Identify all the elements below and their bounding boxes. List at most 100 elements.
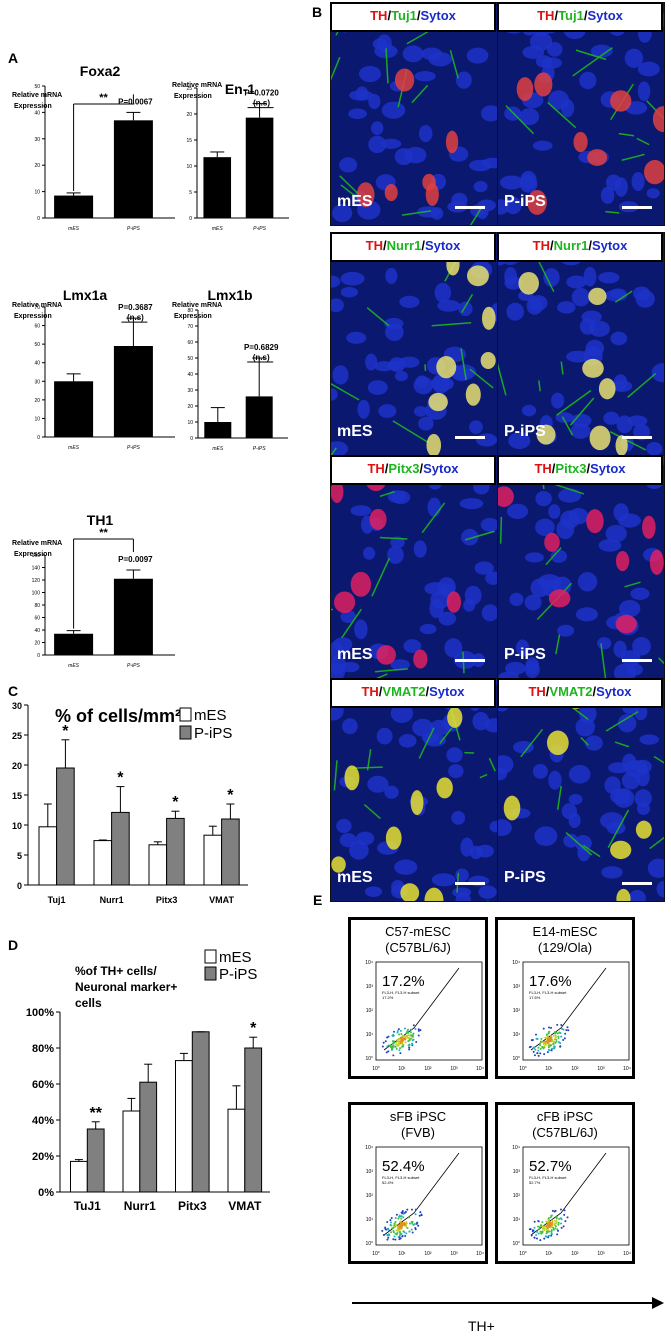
x-tick-label: 10² — [571, 1066, 579, 1072]
cell-body — [350, 571, 372, 597]
event-dot — [533, 1236, 536, 1239]
nucleus — [548, 770, 562, 790]
strain-name: (C57BL/6J) — [532, 1125, 598, 1140]
event-dot — [390, 1221, 393, 1224]
nucleus — [628, 889, 646, 901]
cell-body — [436, 777, 453, 799]
event-dot — [393, 1235, 396, 1238]
y-tick-label: 15 — [12, 791, 22, 801]
y-tick-label: 10² — [366, 1008, 374, 1014]
bar-p-ips — [245, 117, 274, 218]
nucleus — [651, 363, 664, 383]
scale-bar — [455, 882, 485, 885]
chart-title: TH1 — [87, 512, 114, 528]
neurite — [556, 389, 592, 416]
cell-line-label: P-iPS — [504, 646, 546, 663]
flow-plot-c57-mesc: C57-mESC (C57BL/6J) 10° 10° 10¹ 10¹ 10² 10² 10³ 1… — [348, 917, 488, 1079]
event-dot — [533, 1220, 536, 1223]
y-tick-label: 10² — [513, 1193, 521, 1199]
chart-d: 0% 20% 40% 60% 80% 100% %of TH+ cells/Neuronal… — [26, 949, 270, 1213]
nucleus — [579, 318, 596, 335]
nucleus — [499, 175, 524, 190]
legend-label: mES — [219, 949, 252, 966]
gate-subset-value: 52.7% — [529, 1180, 541, 1185]
y-tick-label: 0 — [17, 881, 22, 891]
flow-scatter: 10° 10° 10¹ 10¹ 10² 10² 10³ 10³ 10⁴ 10⁴ 17.6%FL3-H… — [512, 960, 631, 1072]
nucleus — [339, 833, 357, 848]
event-dot — [537, 1046, 540, 1049]
y-tick-label: 40% — [32, 1115, 54, 1127]
cell-body — [518, 271, 539, 295]
nucleus — [387, 360, 402, 371]
scale-bar — [622, 206, 652, 209]
nucleus — [331, 298, 344, 313]
nucleus — [485, 571, 497, 585]
significance-stars: ** — [99, 527, 108, 539]
nucleus — [342, 718, 358, 735]
nucleus — [507, 503, 529, 519]
event-dot — [409, 1028, 412, 1031]
event-dot — [416, 1221, 419, 1224]
category-label: TuJ1 — [74, 1199, 101, 1213]
event-dot — [535, 1237, 538, 1240]
y-tick-label: 20 — [34, 641, 40, 647]
event-dot — [555, 1031, 558, 1034]
nucleus — [452, 887, 472, 898]
cell-body — [481, 306, 496, 330]
event-dot — [414, 1027, 417, 1030]
event-dot — [408, 1034, 411, 1037]
neurite — [560, 361, 564, 375]
panel-letter-b: B — [312, 4, 323, 20]
bar-mes — [204, 422, 232, 438]
event-dot — [414, 1228, 417, 1231]
micrograph-tuj1-mes: mES — [330, 2, 498, 226]
bar-p-ips-pitx3 — [191, 1031, 210, 1193]
event-dot — [408, 1230, 411, 1233]
chart-a-foxa2: 0 10 20 30 40 50 Foxa2 Relative mRNA Expression m… — [12, 63, 175, 232]
event-dot — [412, 1032, 415, 1035]
nucleus — [402, 45, 424, 63]
event-dot — [545, 1220, 548, 1223]
nucleus — [463, 598, 476, 612]
flow-plot-sfb-ipsc: sFB iPSC (FVB) 10° 10° 10¹ 10¹ 10² 10² 10³ 10³ 10⁴… — [348, 1102, 488, 1264]
flow-scatter: 10° 10° 10¹ 10¹ 10² 10² 10³ 10³ 10⁴ 10⁴ 17.2%FL3-H… — [365, 960, 484, 1072]
event-dot — [411, 1222, 414, 1225]
ns-label: (n.s) — [253, 99, 270, 108]
marker-label: Tuj1 — [558, 8, 584, 23]
cell-line-label: mES — [337, 646, 373, 663]
neurite — [498, 363, 507, 396]
nucleus — [349, 840, 369, 860]
event-dot — [543, 1225, 546, 1228]
chart-a-th1: 0 20 40 60 80 100 120 140 160 TH1 Relative mRNA Exp… — [12, 512, 175, 669]
category-label: P-iPS — [127, 663, 140, 669]
event-dot — [554, 1225, 557, 1228]
nucleus — [478, 885, 497, 899]
scale-bar — [455, 206, 485, 209]
event-dot — [400, 1032, 403, 1035]
y-tick-label: 10° — [365, 1056, 373, 1062]
plot-frame — [522, 1146, 630, 1246]
sample-name: E14-mESC — [532, 924, 598, 939]
nucleus — [398, 734, 417, 748]
nucleus — [558, 488, 582, 503]
category-label: mES — [68, 663, 80, 669]
y-tick-label: 80 — [187, 308, 193, 314]
nucleus — [484, 718, 497, 733]
nucleus — [460, 837, 474, 857]
nucleus — [365, 353, 378, 371]
category-label: Nurr1 — [100, 895, 124, 905]
neurite — [600, 643, 607, 678]
event-dot — [411, 1231, 414, 1234]
event-dot — [405, 1224, 408, 1227]
nucleus — [378, 404, 397, 418]
event-dot — [537, 1054, 540, 1057]
nucleus — [646, 442, 663, 455]
event-dot — [547, 1046, 550, 1049]
th-label: TH — [367, 461, 385, 476]
nucleus — [632, 637, 651, 656]
neurite — [658, 657, 664, 665]
nucleus — [340, 661, 360, 673]
y-tick-label: 10 — [34, 190, 40, 196]
nucleus — [363, 546, 376, 560]
